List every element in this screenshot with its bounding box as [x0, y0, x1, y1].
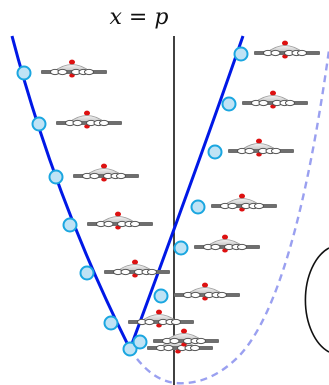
ring: [210, 243, 221, 251]
ring: [84, 68, 94, 76]
ring: [271, 147, 281, 155]
ring: [144, 318, 155, 326]
red-marker-top: [256, 138, 262, 144]
ring: [72, 119, 83, 127]
red-marker-top: [181, 328, 187, 334]
right-node-1: [221, 96, 237, 112]
ring: [227, 202, 238, 210]
right-node-3: [190, 199, 206, 215]
right-node-5: [153, 288, 169, 304]
right-node-0: [233, 46, 249, 62]
node-layer: [16, 46, 249, 357]
left-molecule-2: [73, 163, 139, 182]
ring: [147, 268, 157, 276]
red-marker-top: [239, 193, 245, 199]
partial-circle: [304, 247, 329, 353]
red-marker-top: [84, 110, 90, 116]
right-molecule-0: [254, 40, 320, 59]
dashed-parabola-continuation: [128, 49, 329, 385]
ring: [244, 147, 255, 155]
left-molecule-4: [104, 259, 170, 278]
ring: [254, 202, 264, 210]
red-marker-top: [101, 163, 107, 169]
ring: [103, 220, 114, 228]
ring: [196, 337, 206, 345]
left-molecule-1: [56, 110, 122, 129]
ring: [99, 119, 109, 127]
right-node-4: [173, 240, 189, 256]
right-node-2: [207, 144, 223, 160]
ring: [163, 344, 174, 352]
ring: [89, 172, 100, 180]
right-molecule-4: [194, 234, 260, 253]
left-parabola-branch: [10, 35, 132, 350]
left-node-6: [122, 341, 138, 357]
ring: [171, 318, 181, 326]
red-marker-top: [202, 282, 208, 288]
ring: [237, 243, 247, 251]
red-marker-top: [222, 234, 228, 240]
ring: [270, 49, 281, 57]
red-marker-top: [132, 259, 138, 265]
right-molecule-6: [153, 328, 219, 347]
ring: [120, 268, 131, 276]
left-molecule-0: [41, 59, 107, 78]
ring: [57, 68, 68, 76]
left-node-1: [31, 116, 47, 132]
ring: [116, 172, 126, 180]
left-node-0: [16, 65, 32, 81]
red-marker-top: [156, 309, 162, 315]
ring: [130, 220, 140, 228]
ring: [258, 99, 269, 107]
red-marker-top: [270, 90, 276, 96]
diagram-title: x = p: [110, 5, 169, 30]
red-marker-top: [115, 211, 121, 217]
left-node-4: [79, 265, 95, 281]
molecule-layer: [41, 40, 320, 354]
right-molecule-5: [174, 282, 240, 301]
right-molecule-2: [228, 138, 294, 157]
ring: [190, 291, 201, 299]
ring: [285, 99, 295, 107]
ring: [190, 344, 200, 352]
right-molecule-1: [242, 90, 308, 109]
right-node-6: [132, 334, 148, 350]
left-molecule-5: [128, 309, 194, 328]
left-molecule-3: [87, 211, 153, 230]
right-parabola-branch: [128, 35, 245, 350]
left-node-3: [62, 217, 78, 233]
red-marker-top: [282, 40, 288, 46]
ring: [217, 291, 227, 299]
left-node-5: [103, 315, 119, 331]
ring: [297, 49, 307, 57]
red-marker-top: [69, 59, 75, 65]
left-node-2: [48, 169, 64, 185]
ring: [169, 337, 180, 345]
right-molecule-3: [211, 193, 277, 212]
